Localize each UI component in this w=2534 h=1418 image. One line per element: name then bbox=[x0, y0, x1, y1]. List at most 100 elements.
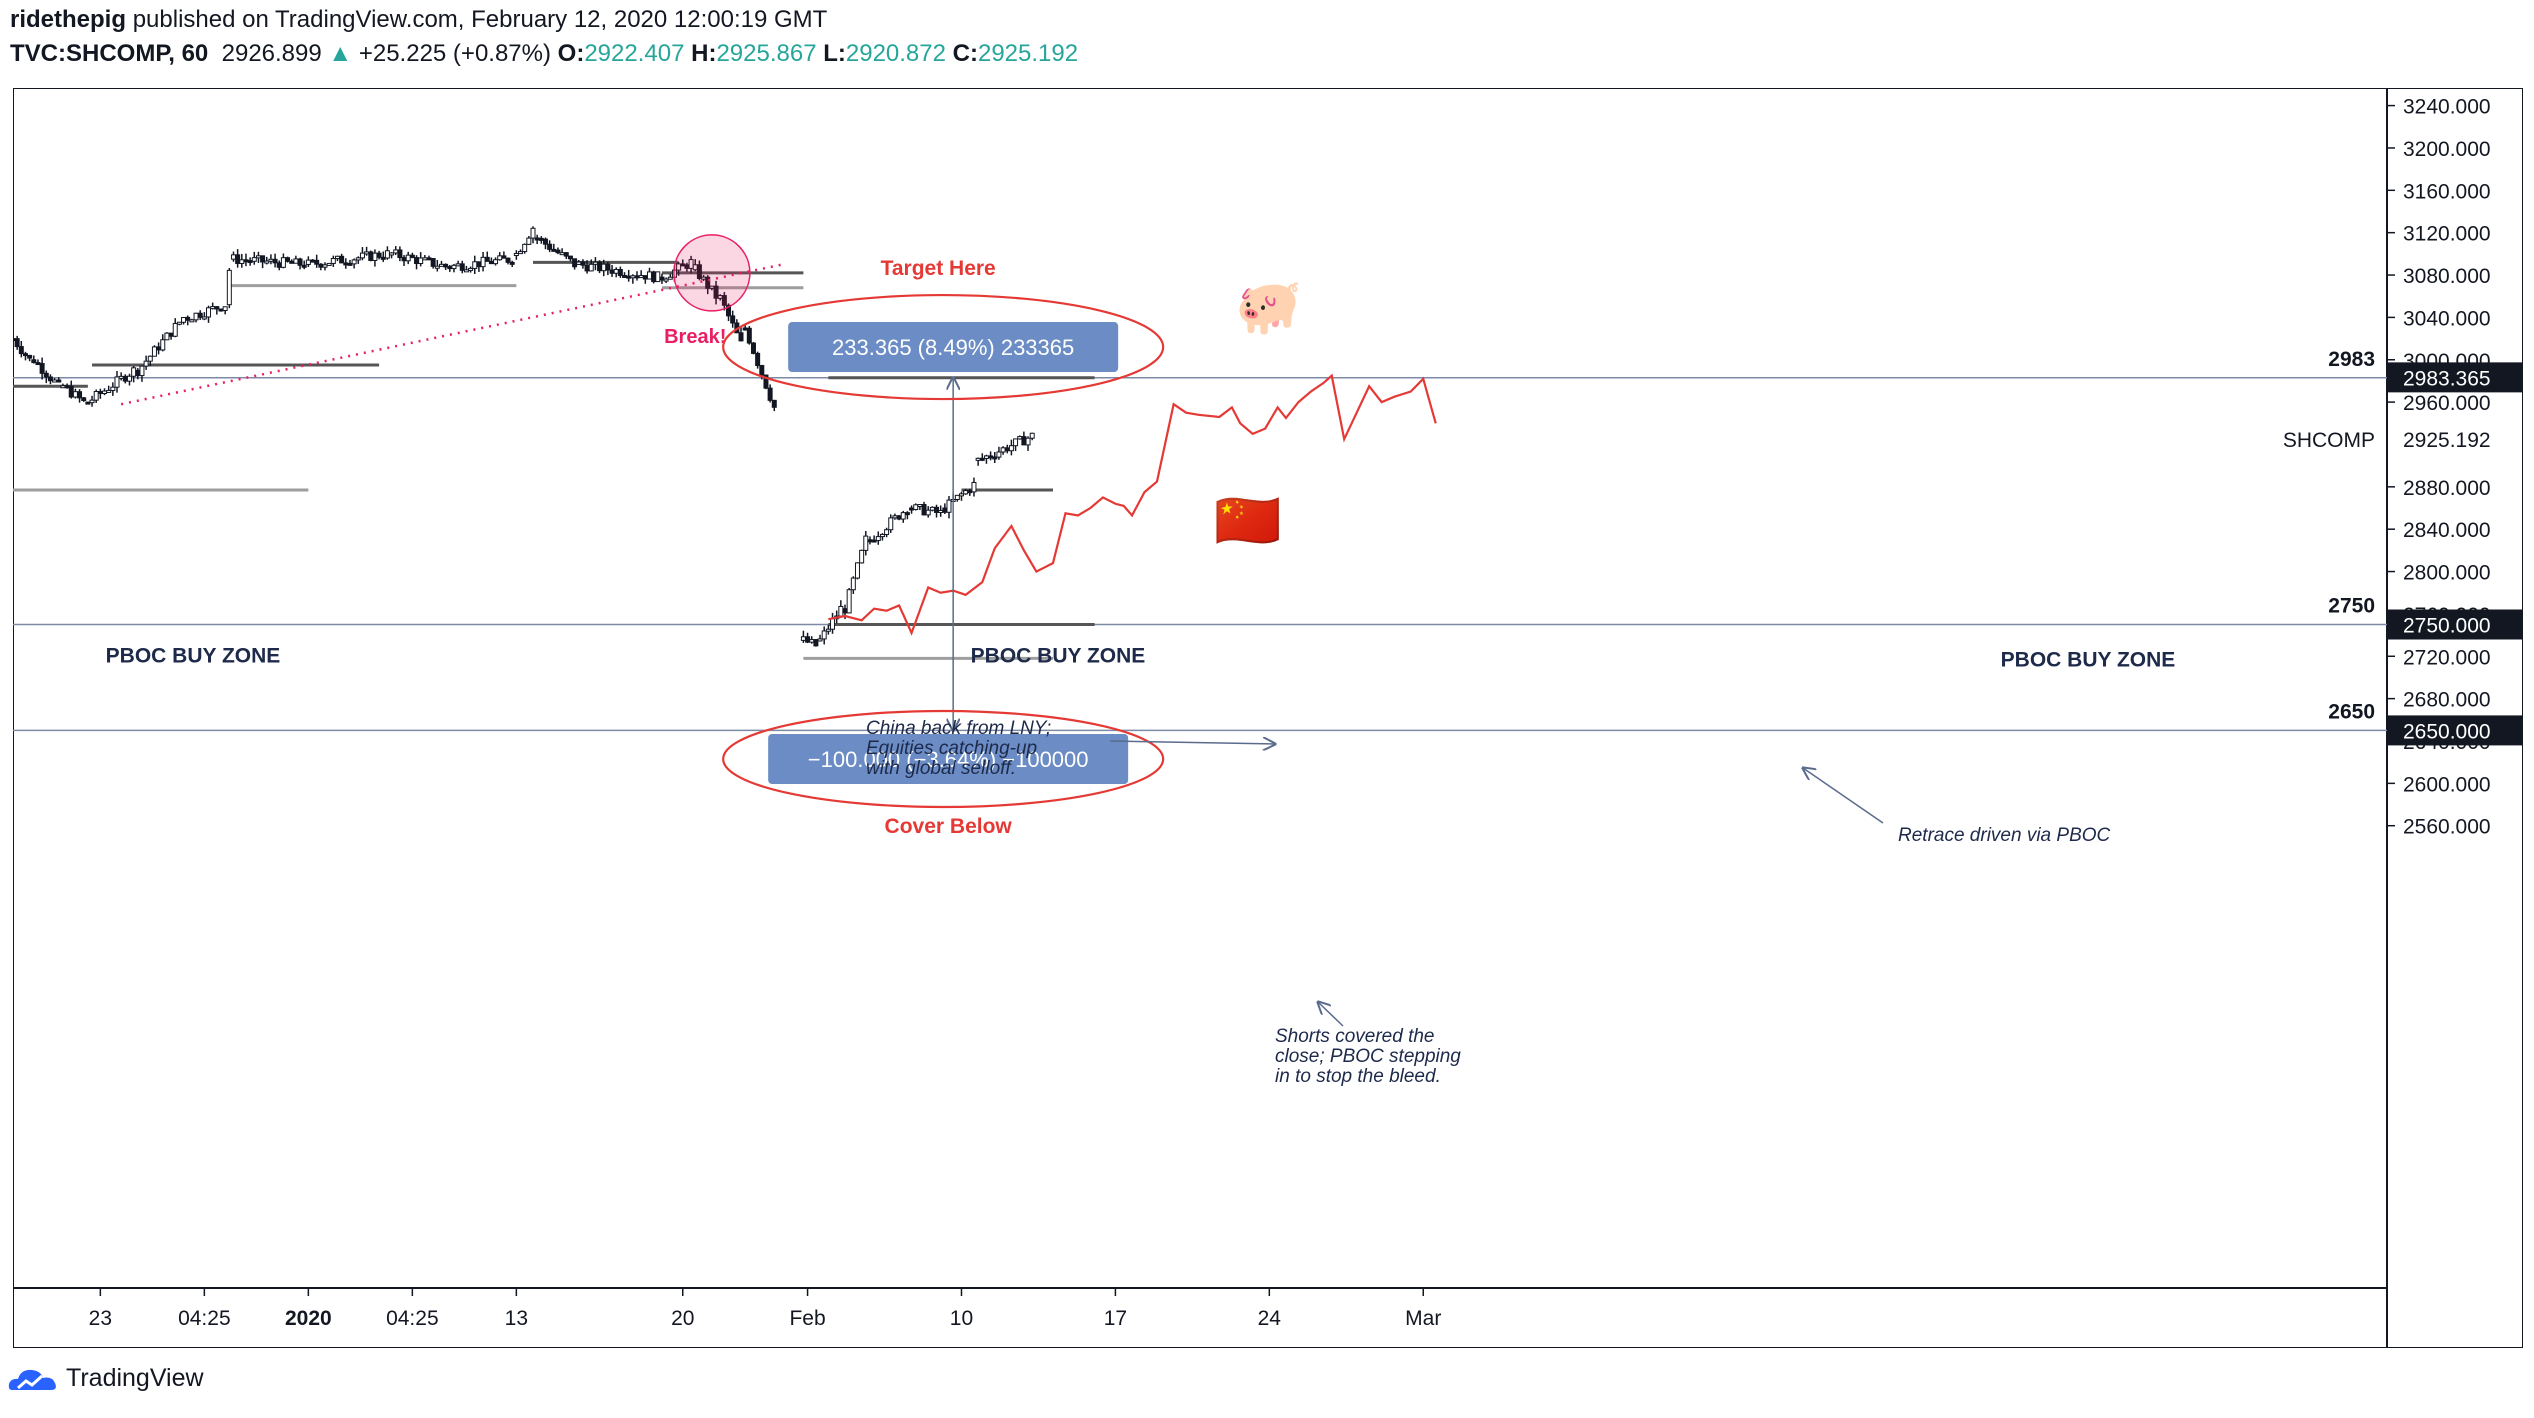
candle-body bbox=[359, 252, 365, 259]
candle-body bbox=[813, 639, 819, 647]
zone-label: PBOC BUY ZONE bbox=[971, 645, 1146, 668]
trend-line[interactable] bbox=[120, 263, 783, 406]
price-tag[interactable] bbox=[2388, 423, 2522, 454]
note-shorts-arrow bbox=[1318, 1002, 1344, 1027]
candle-body bbox=[688, 259, 694, 269]
candle-body bbox=[14, 338, 20, 348]
cover-ellipse[interactable] bbox=[722, 709, 1165, 809]
candle-body bbox=[534, 237, 540, 241]
time-tick-label: Feb bbox=[789, 1307, 825, 1330]
candle-body bbox=[921, 504, 927, 516]
candle-body bbox=[463, 269, 469, 273]
price-tick-label: 2960.000 bbox=[2403, 392, 2491, 415]
candle-body bbox=[480, 256, 486, 268]
measure-down-label: −100.000 (−3.64%) −100000 bbox=[808, 747, 1089, 772]
candle-body bbox=[418, 257, 424, 265]
candle-body bbox=[609, 269, 615, 274]
price-tag[interactable] bbox=[2388, 715, 2522, 746]
published-text: published on TradingView.com, February 1… bbox=[132, 6, 828, 33]
candle-body bbox=[459, 263, 465, 271]
price-change: +25.225 (+0.87%) bbox=[358, 40, 551, 67]
candle-body bbox=[151, 346, 157, 357]
candle-body bbox=[929, 506, 935, 511]
low-value: 2920.872 bbox=[845, 40, 946, 67]
candle-body bbox=[800, 636, 806, 641]
candle-body bbox=[617, 269, 623, 276]
candle-body bbox=[330, 258, 336, 264]
candle-body bbox=[226, 269, 232, 306]
price-tag[interactable] bbox=[2388, 362, 2522, 393]
candle-body bbox=[422, 257, 428, 261]
candle-body bbox=[430, 258, 436, 267]
target-label: Target Here bbox=[881, 257, 996, 280]
candle-body bbox=[301, 264, 307, 268]
candle-body bbox=[447, 266, 453, 270]
candle-body bbox=[43, 372, 49, 378]
candle-body bbox=[875, 536, 881, 542]
candle-body bbox=[280, 257, 286, 268]
candle-body bbox=[106, 389, 112, 393]
candle-body bbox=[567, 255, 573, 260]
candle-body bbox=[888, 517, 894, 531]
candle-body bbox=[597, 261, 603, 272]
measure-up-label: 233.365 (8.49%) 233365 bbox=[832, 335, 1074, 360]
candle-body bbox=[983, 455, 989, 459]
candle-body bbox=[513, 253, 519, 257]
candle-body bbox=[904, 512, 910, 516]
projection-path[interactable] bbox=[828, 373, 1437, 636]
author-name[interactable]: ridethepig bbox=[10, 6, 127, 33]
pig-icon: 🐖 bbox=[1235, 274, 1303, 338]
price-tag-label: 2750.000 bbox=[2403, 615, 2491, 638]
candle-body bbox=[655, 271, 661, 283]
candle-body bbox=[917, 504, 923, 508]
candle-body bbox=[235, 254, 241, 264]
candle-body bbox=[143, 360, 149, 367]
brand-name: TradingView bbox=[66, 1364, 204, 1392]
candle-body bbox=[185, 316, 191, 321]
price-tag[interactable] bbox=[2388, 609, 2522, 640]
candle-body bbox=[438, 263, 444, 267]
candle-body bbox=[322, 264, 328, 268]
price-tick-label: 3080.000 bbox=[2403, 265, 2491, 288]
candle-body bbox=[842, 608, 848, 614]
candle-body bbox=[210, 306, 216, 310]
time-axis-frame bbox=[13, 1287, 2388, 1348]
candle-body bbox=[663, 278, 669, 282]
price-axis-frame bbox=[2386, 88, 2523, 1348]
candle-body bbox=[493, 259, 499, 265]
candle-body bbox=[1000, 447, 1006, 453]
break-circle[interactable] bbox=[673, 234, 751, 312]
candle-body bbox=[326, 262, 332, 266]
candle-body bbox=[22, 353, 28, 357]
candle-body bbox=[118, 375, 124, 379]
price-chart[interactable]: 2983 2750 2650 Break! 233.365 (8.49%) 23336… bbox=[13, 88, 2523, 1348]
measure-down-box[interactable] bbox=[768, 733, 1129, 784]
china-flag-icon: 🇨🇳 bbox=[1214, 488, 1282, 552]
candle-body bbox=[622, 274, 628, 278]
candle-body bbox=[289, 260, 295, 264]
candle-body bbox=[56, 379, 62, 383]
candle-body bbox=[251, 257, 257, 262]
candle-body bbox=[1017, 436, 1023, 440]
candle-body bbox=[247, 260, 253, 264]
candle-body bbox=[750, 342, 756, 354]
candle-body bbox=[239, 259, 245, 264]
target-ellipse[interactable] bbox=[722, 293, 1165, 401]
break-label: Break! bbox=[664, 326, 726, 348]
candle-body bbox=[214, 306, 220, 310]
candle-body bbox=[626, 275, 632, 279]
candle-body bbox=[47, 376, 53, 382]
candle-body bbox=[846, 589, 852, 614]
candle-body bbox=[276, 262, 282, 268]
price-tag-label: 2925.192 bbox=[2403, 429, 2491, 452]
tradingview-logo[interactable]: TradingView bbox=[8, 1364, 204, 1393]
candle-body bbox=[871, 539, 877, 543]
time-tick-label: 2020 bbox=[285, 1307, 332, 1330]
candle-body bbox=[260, 255, 266, 263]
candle-body bbox=[355, 257, 361, 261]
measure-up-box[interactable] bbox=[788, 322, 1119, 373]
candle-body bbox=[738, 332, 744, 342]
candle-body bbox=[368, 251, 374, 261]
price-tick-label: 2840.000 bbox=[2403, 519, 2491, 542]
candle-body bbox=[343, 262, 349, 266]
